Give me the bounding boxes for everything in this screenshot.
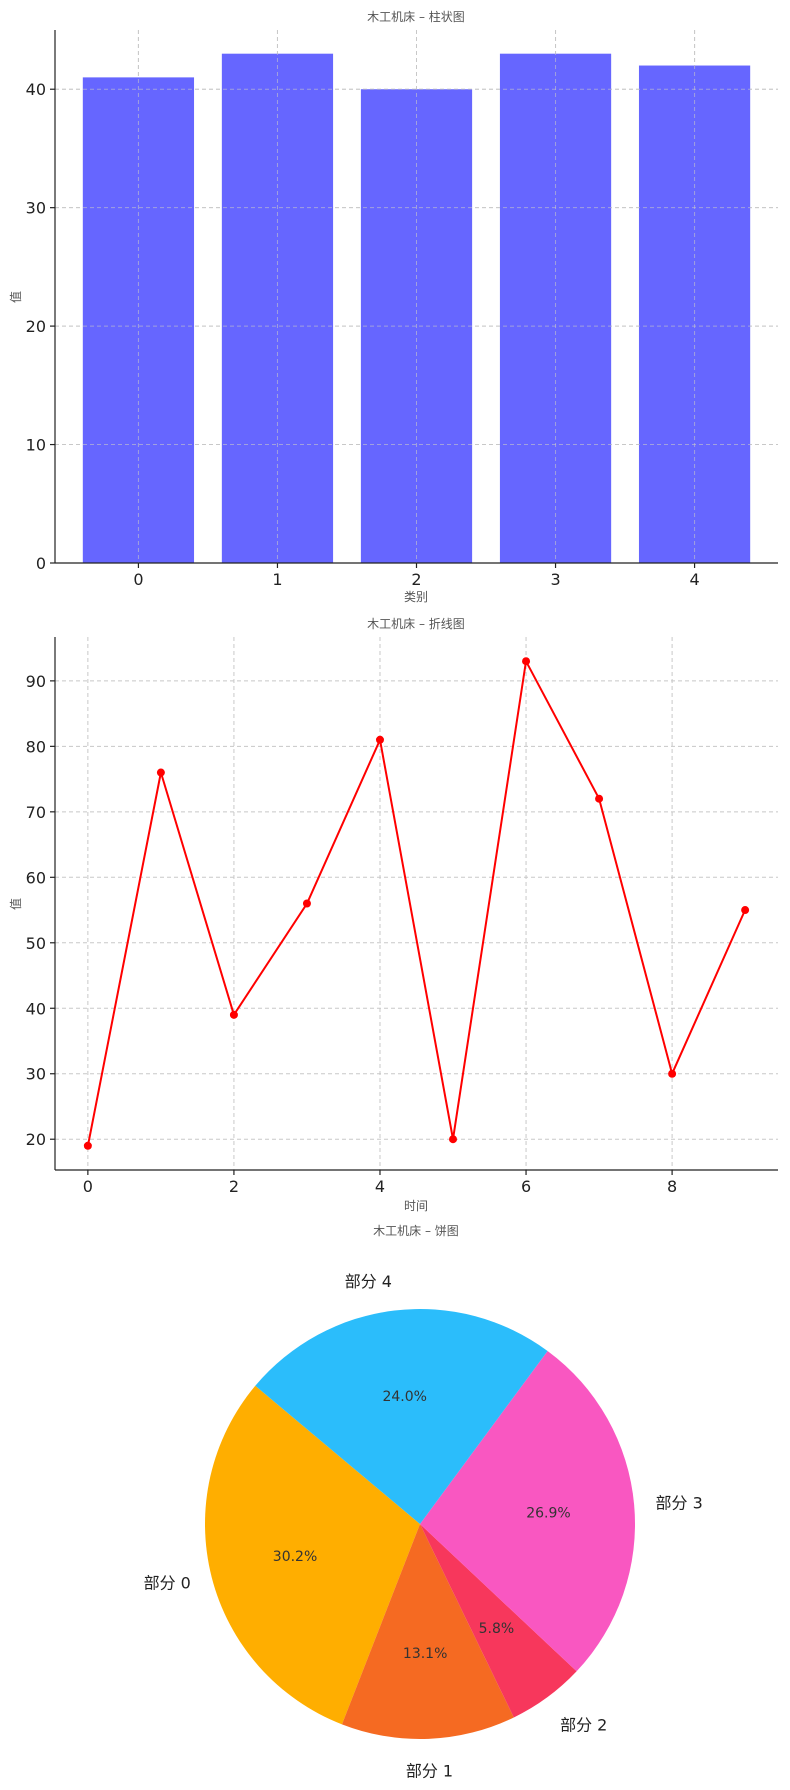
- bar-chart-y-tick-label: 20: [26, 317, 46, 336]
- line-chart-y-tick-label: 70: [26, 803, 46, 822]
- bar-chart: 木工机床 – 柱状图 0 1 2 3 4 0 10 20 30 40 类别 值: [8, 9, 778, 604]
- pie-slice-label: 部分 0: [144, 1574, 191, 1593]
- line-chart-title: 木工机床 – 折线图: [367, 616, 465, 631]
- pie-slice: [341, 1524, 514, 1739]
- pie-slice-percent: 13.1%: [403, 1646, 447, 1662]
- line-chart-y-axis-label: 值: [8, 898, 23, 910]
- line-chart-y-tick-label: 80: [26, 737, 46, 756]
- line-point: [156, 768, 165, 777]
- bar-chart-x-tick-label: 4: [689, 570, 699, 589]
- line-chart: 木工机床 – 折线图 0 2 4 6 8 20 30 40 50 60 70 80 90 时间 值: [8, 616, 778, 1213]
- line-chart-x-ticks: 0 2 4 6 8: [83, 1170, 677, 1196]
- line-chart-x-axis-label: 时间: [404, 1199, 428, 1213]
- pie-slice-label: 部分 1: [406, 1761, 453, 1780]
- line-chart-y-tick-label: 90: [26, 672, 46, 691]
- line-chart-x-tick-label: 0: [83, 1177, 93, 1196]
- line-chart-x-tick-label: 8: [667, 1177, 677, 1196]
- line-chart-grid: [55, 637, 778, 1170]
- pie-slice-label: 部分 4: [345, 1272, 392, 1291]
- bar-chart-x-axis-label: 类别: [404, 590, 428, 604]
- line-point: [375, 735, 384, 744]
- line-chart-x-tick-label: 4: [375, 1177, 385, 1196]
- line-chart-axes: [54, 637, 778, 1171]
- bar-chart-bars: [55, 30, 778, 564]
- pie-slice-label: 部分 2: [560, 1716, 607, 1735]
- bar-chart-y-tick-label: 40: [26, 80, 46, 99]
- bar-chart-y-ticks: 0 10 20 30 40: [26, 80, 55, 573]
- line-chart-y-tick-label: 20: [26, 1130, 46, 1149]
- line-point: [449, 1135, 458, 1144]
- pie-slice-label: 部分 3: [656, 1494, 703, 1513]
- line-series-path: [86, 658, 747, 1146]
- pie-chart-labels: 30.2% 部分 0 13.1% 部分 1 5.8% 部分 2 26.9% 部分 3 24.0%…: [144, 1272, 703, 1780]
- pie-slice: [204, 1385, 420, 1725]
- bar-chart-x-tick-label: 2: [411, 570, 421, 589]
- pie-chart-slices: [204, 1308, 636, 1739]
- pie-slice-percent: 5.8%: [479, 1621, 515, 1637]
- line-point: [83, 1141, 92, 1150]
- pie-chart-title: 木工机床 – 饼图: [373, 1224, 459, 1238]
- pie-slice: [420, 1350, 636, 1672]
- bar-chart-y-tick-label: 30: [26, 199, 46, 218]
- bar-chart-y-axis-label: 值: [8, 291, 23, 303]
- pie-slice: [255, 1308, 548, 1524]
- bar-chart-x-tick-label: 3: [550, 570, 560, 589]
- line-point: [595, 794, 604, 803]
- line-chart-x-tick-label: 6: [521, 1177, 531, 1196]
- line-point: [522, 657, 531, 666]
- line-chart-y-tick-label: 50: [26, 934, 46, 953]
- line-chart-x-tick-label: 2: [229, 1177, 239, 1196]
- line-point: [741, 906, 750, 915]
- bar-chart-x-tick-label: 1: [272, 570, 282, 589]
- pie-slice-percent: 30.2%: [273, 1549, 317, 1565]
- line-point: [302, 899, 311, 908]
- bar-chart-y-tick-label: 0: [36, 554, 46, 573]
- line-point: [668, 1069, 677, 1078]
- line-chart-y-ticks: 20 30 40 50 60 70 80 90: [26, 672, 55, 1149]
- line-chart-series: [83, 657, 750, 1150]
- pie-slice: [420, 1524, 577, 1718]
- pie-slice-percent: 26.9%: [526, 1505, 570, 1521]
- line-point: [229, 1010, 238, 1019]
- line-chart-y-tick-label: 60: [26, 868, 46, 887]
- bar-chart-title: 木工机床 – 柱状图: [367, 9, 465, 24]
- bar-chart-x-ticks: 0 1 2 3 4: [133, 563, 700, 589]
- pie-chart: 木工机床 – 饼图 30.2% 部分 0 13.1% 部分 1 5.8% 部分 2 26.9…: [144, 1224, 703, 1780]
- bar-chart-y-tick-label: 10: [26, 436, 46, 455]
- bar-chart-x-tick-label: 0: [133, 570, 143, 589]
- line-chart-y-tick-label: 40: [26, 999, 46, 1018]
- pie-slice-percent: 24.0%: [382, 1389, 426, 1405]
- line-chart-y-tick-label: 30: [26, 1065, 46, 1084]
